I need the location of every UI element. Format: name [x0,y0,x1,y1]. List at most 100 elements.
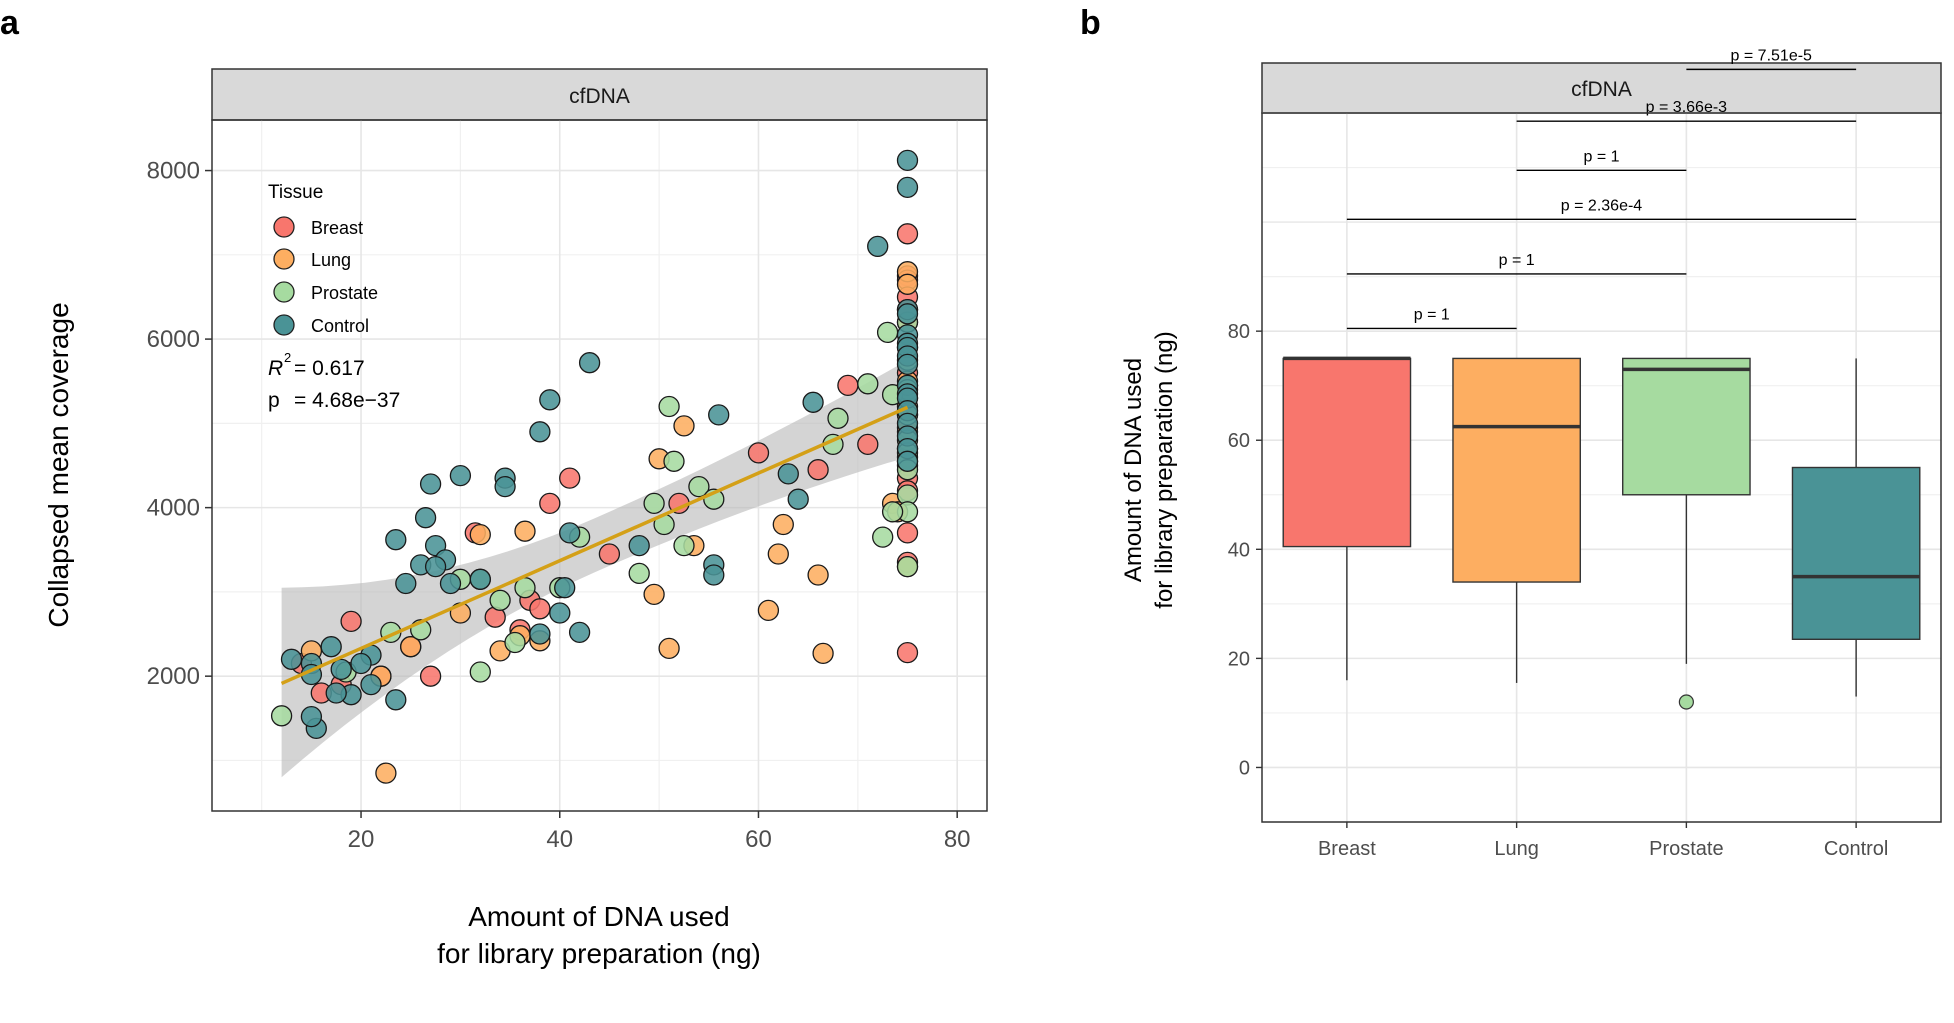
confidence-band [281,360,908,778]
box-lung [1452,357,1581,683]
fit-line [280,405,909,686]
data-point-breast [896,641,919,664]
data-point-prostate [469,661,491,683]
panel-letter-b: b [1080,4,1101,42]
y-tick-label: 6000 [147,326,200,353]
y-tick-label: 2000 [147,663,200,690]
p-value-label: p = 1 [1414,306,1450,323]
significance-bracket: p = 3.66e-3 [1516,99,1857,122]
data-point-control [703,564,725,586]
legend-label: Prostate [311,283,378,303]
data-point-breast [837,374,859,397]
p-value-symbol: p [268,389,280,412]
legend-swatch [273,216,295,238]
y-axis-title: Collapsed mean coverage [43,302,74,627]
data-point-prostate [673,534,695,557]
legend-entry-control: Control [273,314,369,336]
data-point-control [325,682,347,704]
data-point-lung [812,642,834,665]
data-point-control [350,652,372,675]
data-point-prostate [872,526,894,548]
data-point-breast [807,459,829,481]
data-point-control [385,689,407,711]
plot-border [1261,112,1942,823]
legend: Tissue Breast Lung Prostate Control [268,182,378,336]
scatter-panel: cfDNA 20 40 60 80 2000 4000 6000 8000 Amount o… [43,68,988,969]
data-point-lung [673,415,695,437]
y-tick-label: 40 [1228,539,1250,561]
legend-swatch [273,281,295,303]
box-control [1791,358,1921,697]
data-point-breast [896,522,919,544]
regression-line [280,405,909,686]
data-point-prostate [658,395,680,418]
data-point-control [385,529,407,551]
data-point-prostate [489,589,511,611]
data-point-control [896,450,919,472]
significance-bracket: p = 1 [1516,148,1687,171]
data-point-lung [400,636,422,658]
p-value-label: p = 3.66e-3 [1646,99,1728,116]
box-body [1452,357,1581,583]
data-point-prostate [504,631,526,654]
box-outlier [1678,694,1694,710]
y-tick-label: 4000 [147,495,200,522]
data-point-control [539,389,561,411]
data-point-lung [772,513,794,536]
data-point-control [554,577,576,599]
significance-brackets: p = 1 p = 1 p = 2.36e-4 p = 1 p = 3.66e-3 p =… [1346,47,1857,330]
data-point-control [414,507,437,529]
data-point-lung [658,637,680,660]
significance-bracket: p = 2.36e-4 [1346,197,1857,221]
facet-strip [211,68,988,121]
legend-entry-prostate: Prostate [273,281,378,303]
p-value-label: p = 2.36e-4 [1561,197,1643,214]
data-point-prostate [896,555,919,578]
data-point-control [320,636,342,658]
y-tick-label: 0 [1239,757,1250,779]
x-axis-title-line-1: Amount of DNA used [468,901,729,932]
data-point-breast [539,492,561,515]
data-point-breast [896,223,919,245]
y-axis-title-line-1: Amount of DNA used [1120,358,1147,582]
data-point-prostate [857,373,879,395]
data-point-control [330,658,352,681]
data-point-control [469,568,491,590]
confidence-band-area [281,360,908,778]
box-breast [1282,356,1412,681]
x-tick-label: Control [1824,838,1888,860]
p-value-label: p = 1 [1499,252,1535,269]
legend-label: Breast [311,218,363,238]
data-point-control [708,404,730,426]
data-point-prostate [876,321,899,344]
significance-bracket: p = 1 [1346,306,1517,330]
data-point-breast [559,467,581,489]
r-squared-value: = 0.617 [294,357,365,380]
data-point-breast [529,598,551,620]
data-point-breast [419,665,442,687]
data-point-control [867,235,889,258]
y-tick-label: 60 [1228,430,1250,452]
regression-stats: R 2 = 0.617 p = 4.68e−37 [268,350,400,412]
data-point-lung [643,583,665,606]
data-point-control [529,421,551,443]
data-point-control [896,176,919,199]
data-point-breast [598,543,621,565]
data-point-lung [807,564,829,586]
x-tick-label: Lung [1494,838,1539,860]
data-point-control [777,463,799,485]
legend-entry-breast: Breast [273,216,363,238]
r-squared-symbol: R [268,357,283,380]
y-tick-label: 8000 [147,158,200,185]
data-points [270,149,919,784]
data-point-control [578,352,601,374]
data-point-control [300,705,323,728]
x-tick-label: 80 [944,826,971,853]
data-point-lung [375,762,397,784]
data-point-control [568,621,591,644]
data-point-control [449,464,472,487]
data-point-lung [469,523,491,546]
x-tick-label: 60 [745,826,772,853]
y-tick-label: 80 [1228,321,1250,343]
legend-label: Lung [311,250,351,270]
